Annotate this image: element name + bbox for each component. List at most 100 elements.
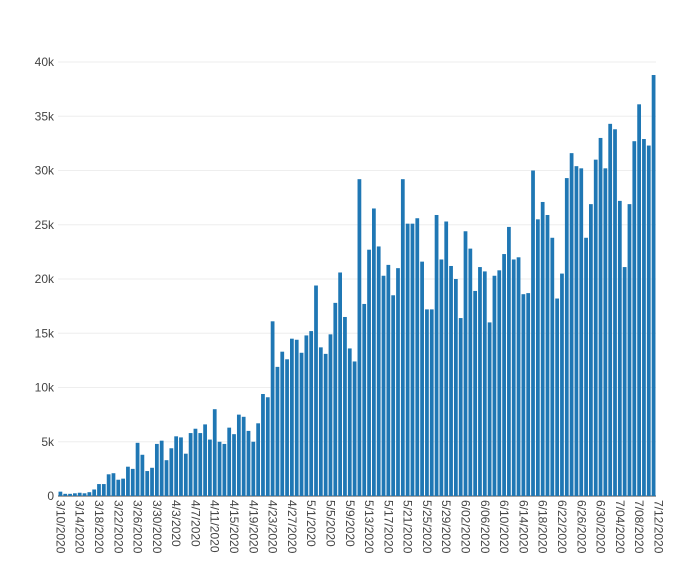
bar[interactable] — [179, 437, 183, 496]
bar[interactable] — [343, 316, 347, 496]
bar[interactable] — [367, 249, 371, 496]
bar[interactable] — [555, 298, 560, 496]
bar[interactable] — [77, 492, 82, 496]
bar[interactable] — [135, 442, 140, 496]
bar[interactable] — [540, 201, 545, 496]
bar[interactable] — [545, 214, 550, 497]
bar[interactable] — [584, 237, 588, 496]
bar[interactable] — [126, 466, 130, 496]
bar[interactable] — [511, 259, 516, 496]
bar[interactable] — [492, 275, 497, 496]
bar[interactable] — [651, 75, 656, 497]
bar[interactable] — [405, 223, 410, 497]
bar[interactable] — [637, 104, 641, 496]
bar[interactable] — [130, 468, 135, 497]
bar[interactable] — [314, 285, 318, 496]
bar[interactable] — [550, 237, 555, 496]
bar[interactable] — [376, 246, 381, 496]
bar[interactable] — [338, 272, 342, 496]
bar[interactable] — [473, 290, 478, 496]
bar[interactable] — [642, 139, 646, 496]
bar[interactable] — [434, 214, 439, 497]
bar[interactable] — [116, 479, 121, 496]
bar[interactable] — [188, 433, 193, 496]
bar[interactable] — [564, 178, 569, 496]
bar[interactable] — [439, 259, 444, 496]
bar[interactable] — [227, 427, 232, 496]
bar[interactable] — [535, 219, 540, 496]
bar[interactable] — [261, 394, 265, 496]
bar[interactable] — [589, 204, 593, 496]
bar[interactable] — [516, 257, 521, 496]
bar[interactable] — [150, 467, 154, 496]
bar[interactable] — [270, 321, 275, 496]
bar[interactable] — [111, 473, 116, 496]
bar[interactable] — [318, 347, 323, 496]
bar[interactable] — [275, 366, 280, 496]
bar[interactable] — [328, 334, 333, 496]
bar[interactable] — [87, 492, 92, 496]
bar[interactable] — [507, 226, 511, 497]
bar[interactable] — [203, 424, 207, 496]
bar[interactable] — [97, 484, 101, 496]
bar[interactable] — [285, 359, 289, 496]
bar[interactable] — [352, 361, 357, 496]
bar[interactable] — [463, 231, 468, 496]
bar[interactable] — [183, 453, 188, 496]
bar[interactable] — [164, 460, 169, 496]
bar[interactable] — [290, 338, 294, 496]
bar[interactable] — [420, 261, 424, 496]
bar[interactable] — [497, 270, 502, 496]
bar[interactable] — [251, 441, 256, 496]
bar[interactable] — [333, 302, 338, 496]
bar[interactable] — [212, 409, 217, 496]
bar[interactable] — [246, 430, 251, 496]
bar[interactable] — [646, 145, 651, 497]
bar[interactable] — [444, 221, 449, 497]
bar[interactable] — [309, 331, 314, 496]
bar[interactable] — [425, 309, 429, 496]
bar[interactable] — [169, 448, 174, 496]
bar[interactable] — [236, 414, 241, 497]
bar[interactable] — [82, 493, 87, 496]
bar[interactable] — [429, 309, 434, 496]
bar[interactable] — [598, 137, 603, 496]
bar[interactable] — [362, 303, 367, 496]
bar[interactable] — [101, 484, 106, 496]
bar[interactable] — [574, 166, 579, 496]
bar[interactable] — [299, 352, 304, 496]
bar[interactable] — [410, 223, 415, 497]
bar[interactable] — [357, 179, 362, 496]
bar[interactable] — [381, 275, 386, 496]
bar[interactable] — [304, 335, 309, 496]
bar[interactable] — [627, 204, 632, 496]
bar[interactable] — [569, 153, 574, 496]
bar[interactable] — [256, 423, 261, 496]
bar[interactable] — [193, 428, 198, 496]
bar[interactable] — [453, 279, 458, 496]
bar[interactable] — [68, 493, 72, 496]
bar[interactable] — [372, 208, 376, 497]
bar[interactable] — [323, 353, 328, 496]
bar[interactable] — [478, 267, 482, 496]
bar[interactable] — [521, 294, 526, 496]
bar[interactable] — [222, 443, 227, 496]
bar[interactable] — [458, 318, 463, 496]
bar[interactable] — [386, 264, 391, 496]
bar[interactable] — [622, 267, 627, 496]
bar[interactable] — [265, 397, 270, 496]
bar[interactable] — [449, 265, 453, 496]
bar[interactable] — [241, 416, 246, 496]
bar[interactable] — [154, 443, 159, 496]
bar[interactable] — [617, 200, 622, 496]
bar[interactable] — [593, 159, 598, 496]
bar[interactable] — [487, 322, 492, 496]
bar[interactable] — [217, 441, 222, 496]
bar[interactable] — [415, 218, 420, 497]
bar[interactable] — [560, 273, 564, 496]
bar[interactable] — [63, 493, 68, 496]
bar[interactable] — [106, 474, 111, 496]
bar[interactable] — [531, 170, 535, 497]
bar[interactable] — [121, 478, 125, 496]
bar[interactable] — [73, 493, 77, 496]
